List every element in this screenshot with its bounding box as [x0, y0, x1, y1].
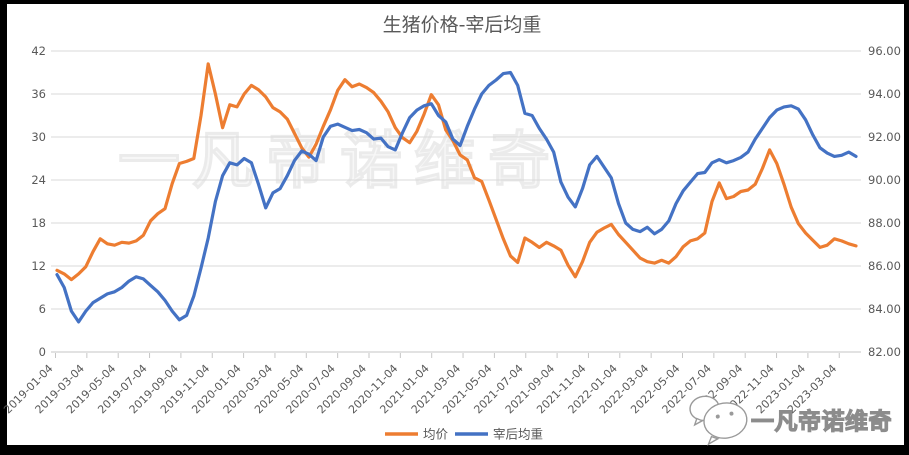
right-axis-tick-label: 86.00 — [868, 259, 901, 273]
legend: 均价 宰后均重 — [385, 427, 543, 442]
left-axis-tick-label: 12 — [31, 259, 46, 273]
left-axis-tick-label: 18 — [31, 216, 46, 230]
right-axis-tick-label: 94.00 — [868, 87, 901, 101]
left-axis-tick-label: 0 — [39, 345, 46, 359]
legend-label-zaihou[interactable]: 宰后均重 — [493, 427, 543, 442]
left-axis-tick-label: 42 — [31, 44, 46, 58]
right-axis-tick-label: 82.00 — [868, 345, 901, 359]
chart-background — [7, 4, 904, 445]
series-line-zaihoujunzhong — [55, 70, 858, 324]
series-line-junjia — [55, 62, 858, 282]
axis-layer: 0 82.00 6 84.00 12 86.00 18 88.00 24 90.00 30 92.00… — [1, 44, 901, 416]
left-axis-tick-label: 24 — [31, 173, 46, 187]
right-axis-tick-label: 88.00 — [868, 216, 901, 230]
right-axis-tick-label: 90.00 — [868, 173, 901, 187]
corner-watermark: 一凡帝诺维奇 — [689, 395, 892, 446]
chart-title: 生猪价格-宰后均重 — [383, 14, 542, 36]
wechat-chat-bubbles-icon — [689, 395, 748, 446]
right-axis-tick-label: 84.00 — [868, 302, 901, 316]
corner-watermark-text: 一凡帝诺维奇 — [751, 408, 892, 435]
right-axis-tick-label: 96.00 — [868, 44, 901, 58]
right-axis-tick-label: 92.00 — [868, 130, 901, 144]
left-axis-tick-label: 6 — [39, 302, 46, 316]
series-layer — [55, 62, 858, 324]
legend-label-junjia[interactable]: 均价 — [423, 427, 449, 442]
left-axis-tick-label: 30 — [31, 130, 46, 144]
left-axis-tick-label: 36 — [31, 87, 46, 101]
grid-layer — [51, 50, 861, 353]
